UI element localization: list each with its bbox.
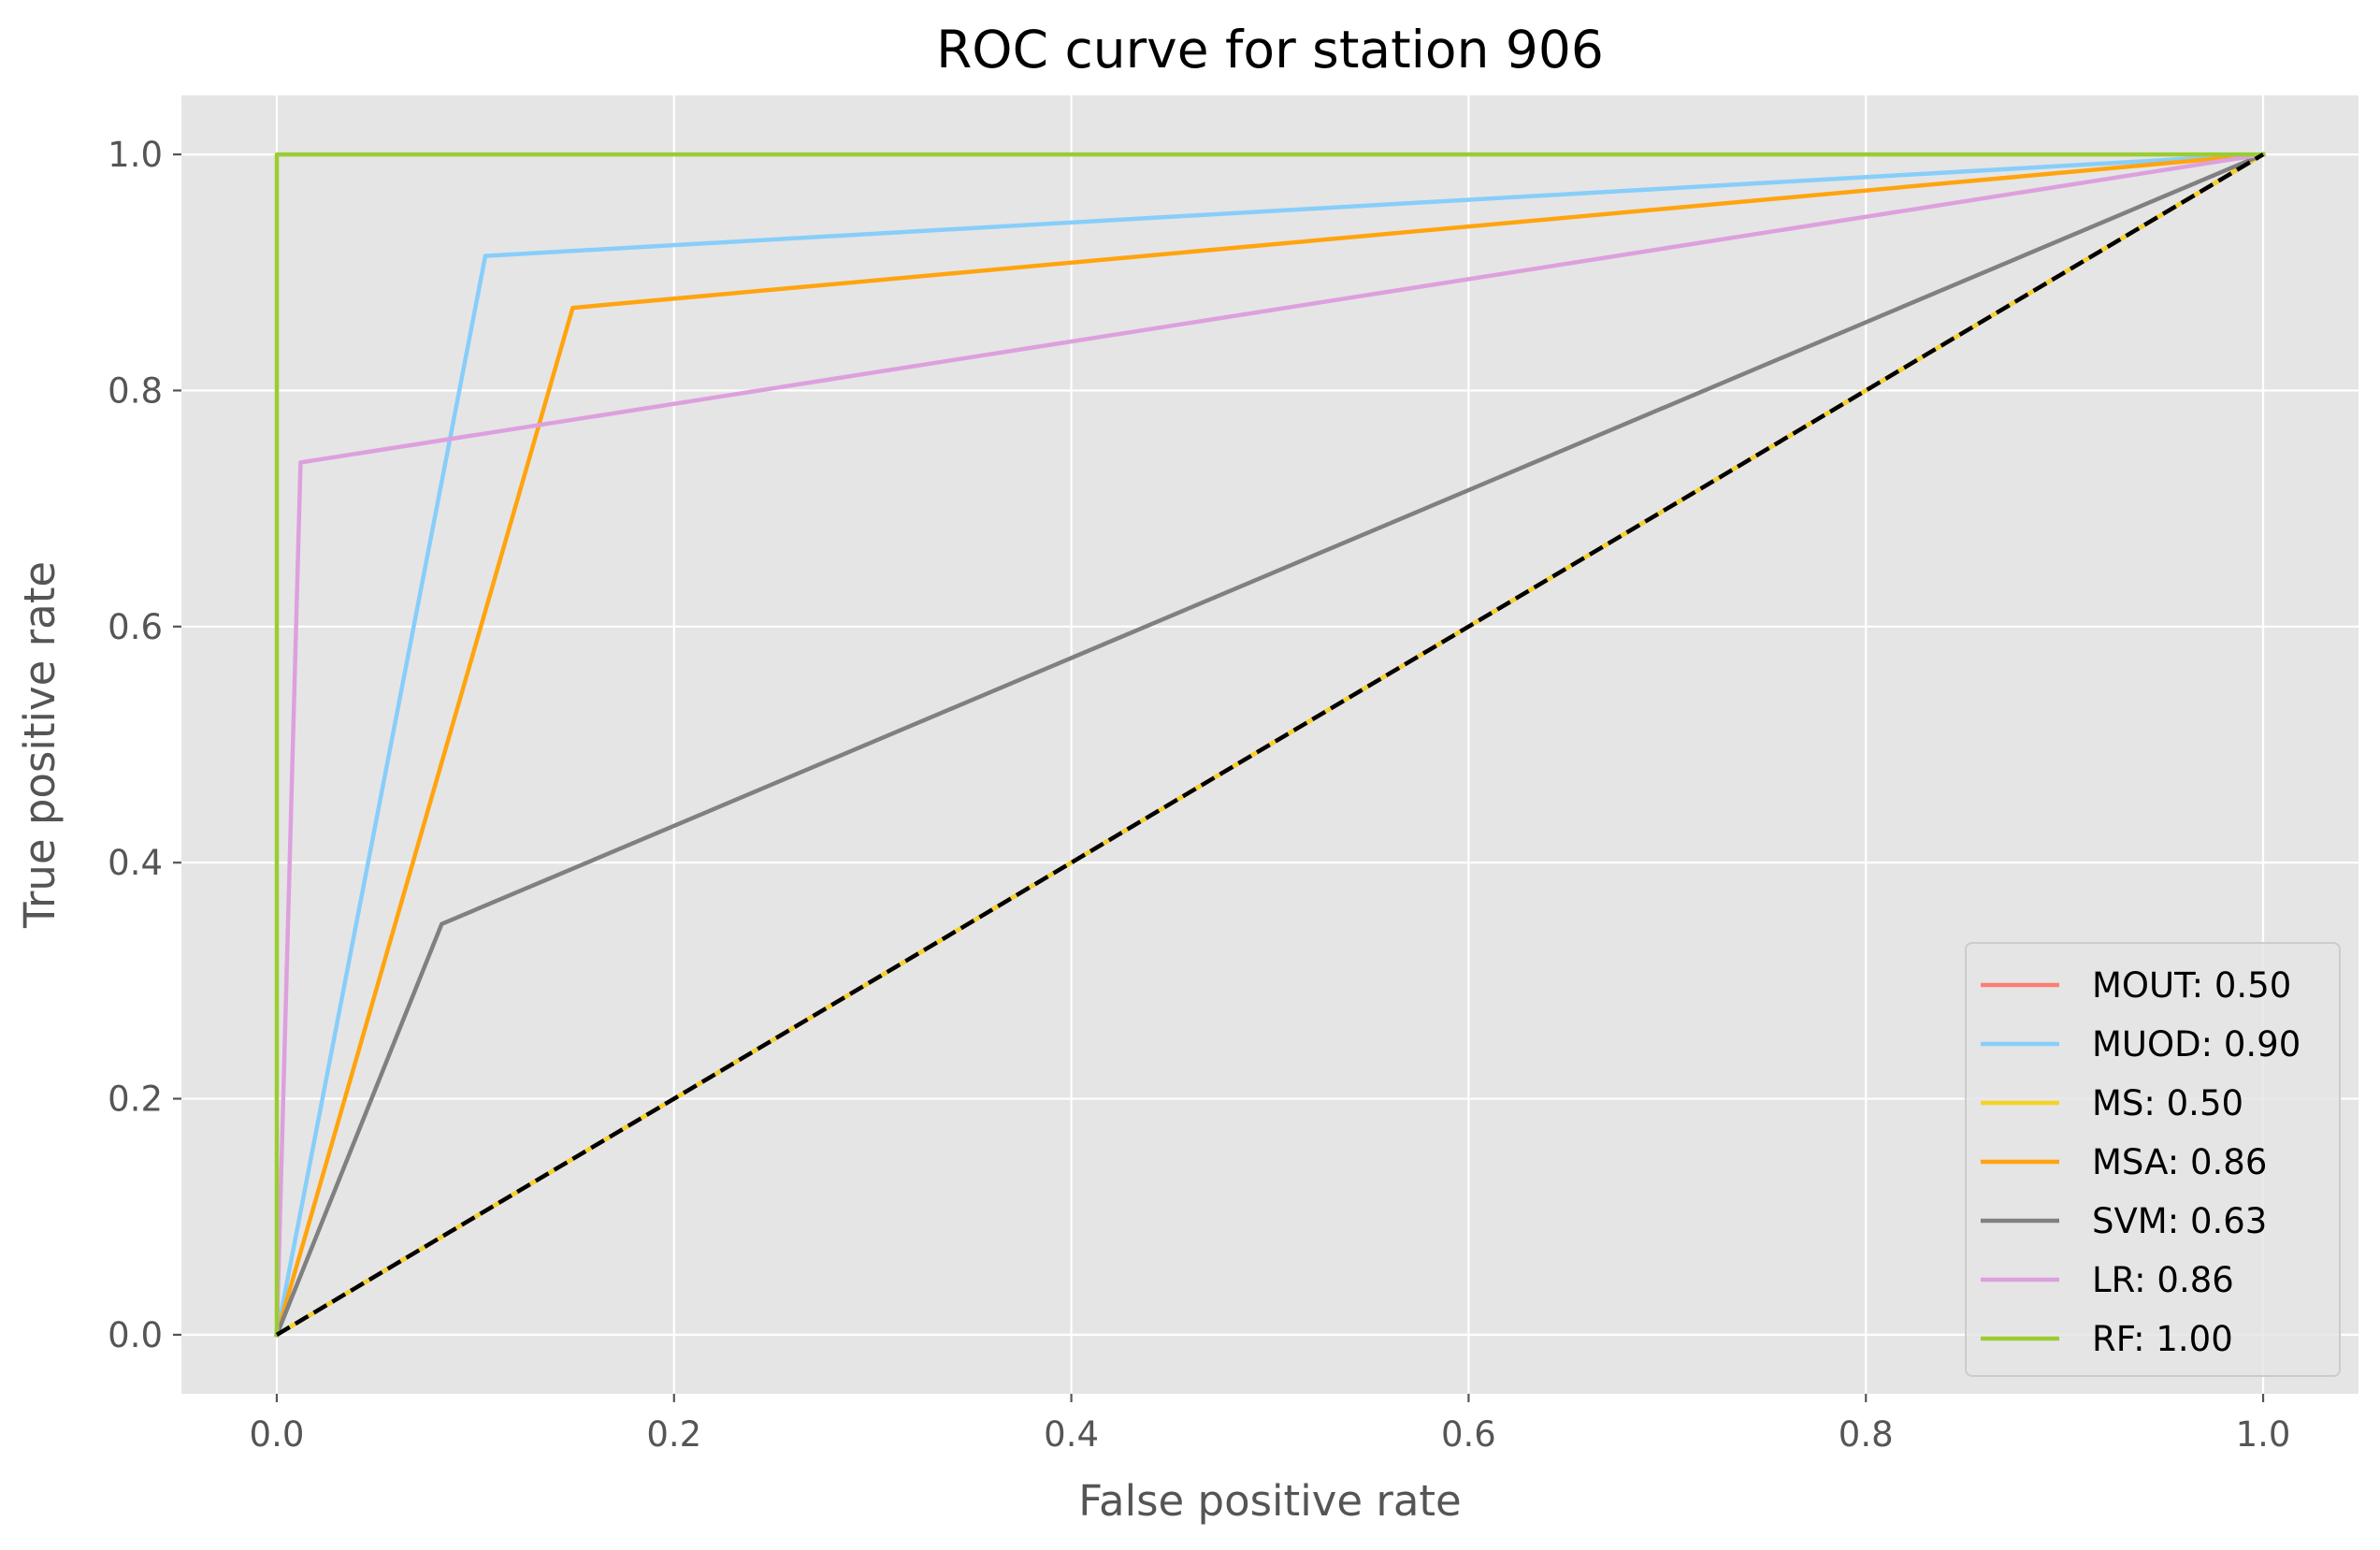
legend-box bbox=[1965, 942, 2341, 1377]
series-line-muod bbox=[274, 152, 2266, 1338]
x-tick-label: 0.4 bbox=[1044, 1414, 1099, 1455]
x-axis-label: False positive rate bbox=[1078, 1476, 1461, 1526]
y-axis-label: True positive rate bbox=[15, 561, 65, 929]
series-line-lr bbox=[274, 152, 2266, 1338]
y-tick-label: 0.6 bbox=[108, 607, 163, 647]
x-tick-label: 1.0 bbox=[2236, 1414, 2291, 1455]
y-tick-label: 0.8 bbox=[108, 370, 163, 411]
series-lines bbox=[273, 152, 2267, 1338]
x-tick-label: 0.8 bbox=[1839, 1414, 1894, 1455]
series-line-svm bbox=[274, 152, 2266, 1338]
series-line-rf bbox=[274, 152, 2266, 1338]
legend-entry-label: LR: 0.86 bbox=[2092, 1260, 2234, 1300]
x-tick-label: 0.0 bbox=[250, 1414, 305, 1455]
y-tick-label: 0.0 bbox=[108, 1315, 163, 1355]
series-line-msa bbox=[274, 152, 2266, 1338]
legend-entry-label: MS: 0.50 bbox=[2092, 1083, 2243, 1123]
chart-title: ROC curve for station 906 bbox=[936, 20, 1604, 80]
reference-diagonal-line bbox=[275, 152, 2265, 1337]
legend-entry-label: MSA: 0.86 bbox=[2092, 1142, 2267, 1182]
axis-ticks: 0.0 0.2 0.4 0.6 0.8 1.0 0.0 0.2 0.4 0.6 0.8 1.0 bbox=[108, 135, 2290, 1455]
legend-entry-label: RF: 1.00 bbox=[2092, 1319, 2233, 1359]
y-tick-label: 0.2 bbox=[108, 1079, 163, 1120]
legend: MOUT: 0.50 MUOD: 0.90 MS: 0.50 MSA: 0.86 SVM… bbox=[1965, 942, 2341, 1377]
x-tick-label: 0.2 bbox=[646, 1414, 701, 1455]
x-tick-label: 0.6 bbox=[1441, 1414, 1496, 1455]
y-tick-label: 1.0 bbox=[108, 135, 163, 175]
legend-entry-label: SVM: 0.63 bbox=[2092, 1201, 2267, 1241]
y-tick-label: 0.4 bbox=[108, 843, 163, 883]
legend-entry-label: MOUT: 0.50 bbox=[2092, 965, 2291, 1006]
legend-entry-label: MUOD: 0.90 bbox=[2092, 1024, 2301, 1065]
